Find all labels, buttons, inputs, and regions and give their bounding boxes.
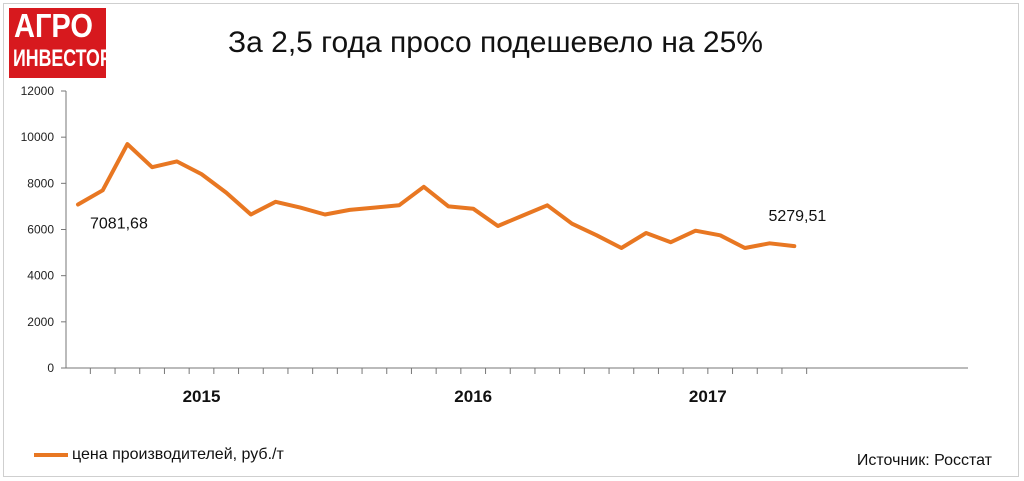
legend-swatch [34, 453, 68, 457]
y-tick-label: 0 [47, 361, 54, 375]
agroinvestor-logo: АГРО ИНВЕСТОР [9, 7, 112, 78]
x-year-label: 2016 [454, 387, 492, 406]
y-tick-label: 10000 [21, 130, 55, 144]
y-tick-label: 2000 [27, 315, 54, 329]
y-tick-label: 4000 [27, 269, 54, 283]
logo-line1: АГРО [14, 7, 94, 44]
price-series-line [76, 142, 797, 250]
data-label: 5279,51 [768, 208, 826, 225]
x-year-label: 2015 [183, 387, 221, 406]
source-note: Источник: Росстат [856, 452, 992, 469]
y-tick-label: 8000 [27, 176, 54, 190]
x-year-label: 2017 [689, 387, 727, 406]
y-tick-label: 12000 [21, 84, 55, 98]
data-label: 7081,68 [90, 216, 148, 233]
chart-title: За 2,5 года просо подешевело на 25% [228, 26, 763, 59]
legend-label: цена производителей, руб./т [72, 446, 284, 463]
y-tick-label: 6000 [27, 223, 54, 237]
legend: цена производителей, руб./т [34, 446, 284, 464]
chart-frame [3, 3, 1019, 477]
logo-line2: ИНВЕСТОР [13, 45, 112, 72]
